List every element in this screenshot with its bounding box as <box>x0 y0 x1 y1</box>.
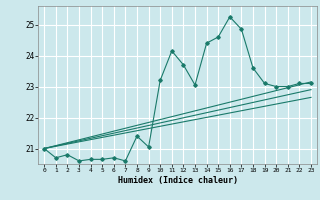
X-axis label: Humidex (Indice chaleur): Humidex (Indice chaleur) <box>118 176 238 185</box>
